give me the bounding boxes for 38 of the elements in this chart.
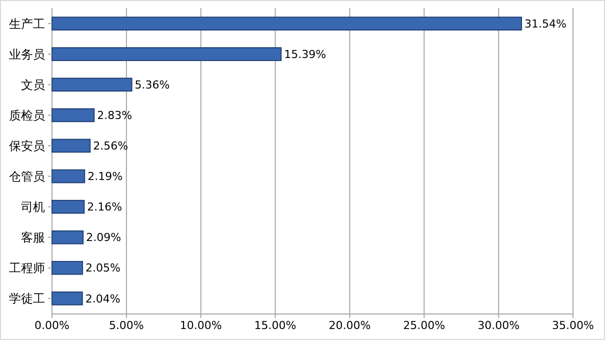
x-tick-label: 0.00% <box>34 319 70 332</box>
x-tick-label: 35.00% <box>552 319 594 332</box>
bar <box>52 169 86 184</box>
y-tick-label: 质检员 <box>9 108 45 122</box>
bar <box>52 16 522 30</box>
data-label: 2.04% <box>85 292 120 306</box>
y-tick-label: 文员 <box>21 78 45 92</box>
bar <box>52 108 95 122</box>
data-label: 31.54% <box>524 17 566 30</box>
y-tick-label: 业务员 <box>9 47 45 62</box>
y-tick-label: 司机 <box>21 200 45 214</box>
x-tick-label: 20.00% <box>328 319 371 332</box>
data-label: 2.56% <box>93 140 128 153</box>
x-tick-label: 25.00% <box>403 319 446 332</box>
bar <box>52 138 91 153</box>
y-tick-label: 工程师 <box>9 261 45 276</box>
bar <box>52 78 132 92</box>
data-label: 15.39% <box>284 48 326 61</box>
bar <box>52 200 85 214</box>
x-tick-label: 10.00% <box>180 319 222 332</box>
x-tick-label: 5.00% <box>108 319 144 332</box>
y-tick-label: 客服 <box>21 230 45 245</box>
y-tick-label: 生产工 <box>9 16 45 31</box>
x-tick-label: 30.00% <box>478 319 520 332</box>
data-label: 2.16% <box>87 200 122 214</box>
y-tick-label: 保安员 <box>9 138 45 153</box>
data-label: 2.83% <box>97 109 132 122</box>
y-tick-label: 学徒工 <box>9 292 45 306</box>
data-label: 2.09% <box>86 231 122 244</box>
x-tick-label: 15.00% <box>254 319 296 332</box>
bar <box>52 260 84 275</box>
bar <box>52 230 84 244</box>
bar <box>52 47 282 62</box>
data-label: 2.05% <box>86 262 120 275</box>
bar <box>52 292 83 306</box>
data-label: 5.36% <box>134 78 170 92</box>
y-tick-label: 仓管员 <box>9 169 45 184</box>
data-label: 2.19% <box>88 170 123 184</box>
